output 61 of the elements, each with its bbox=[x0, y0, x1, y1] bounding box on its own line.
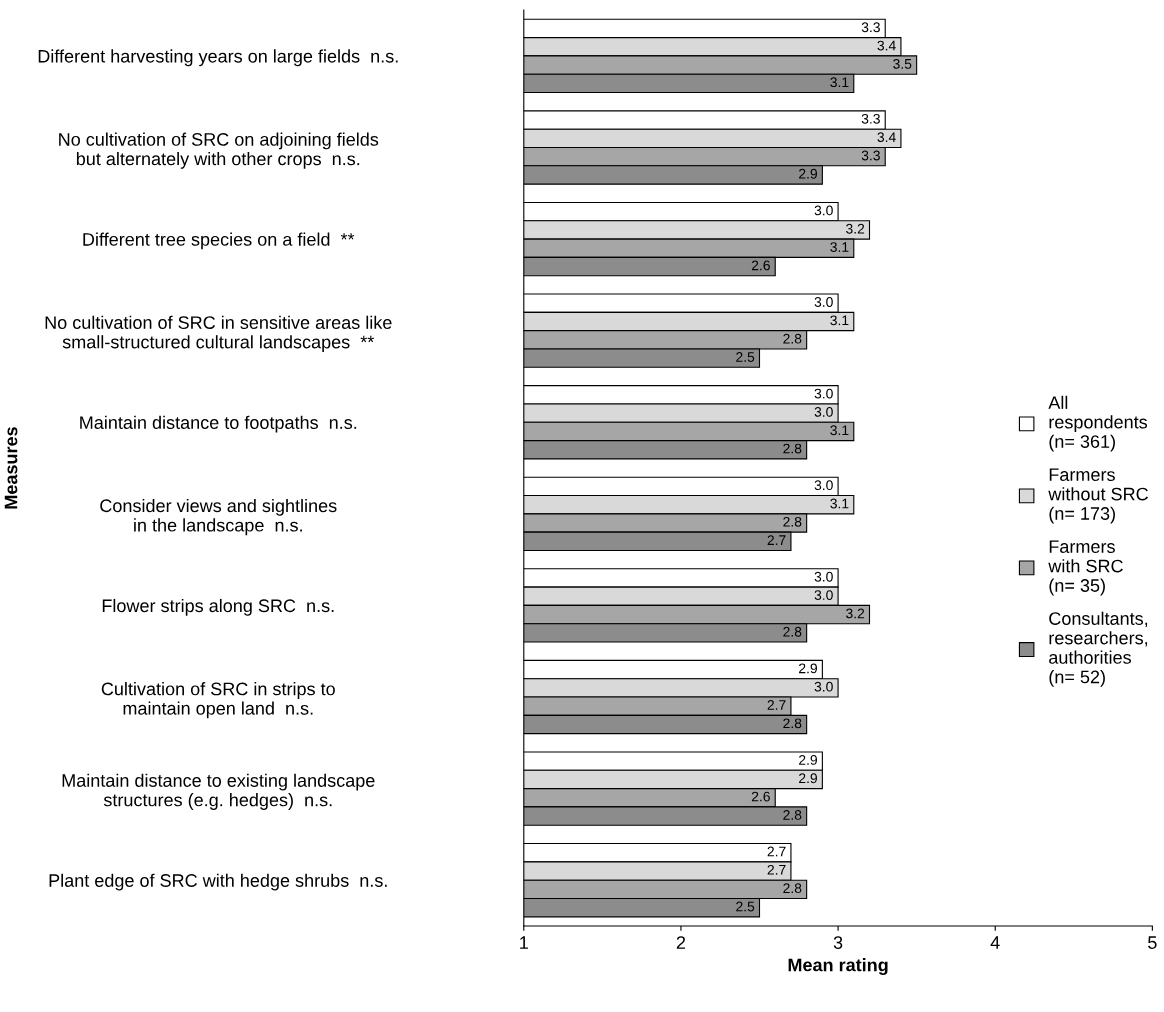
data-label: 3.5 bbox=[893, 58, 912, 69]
data-label: 2.6 bbox=[751, 791, 770, 802]
data-label: 2.6 bbox=[751, 260, 770, 271]
data-label: 3.2 bbox=[846, 608, 865, 619]
data-label: 3.3 bbox=[861, 150, 880, 161]
data-label: 2.9 bbox=[799, 773, 817, 784]
legend-label: Consultants, researchers, authorities (n= 52) bbox=[1049, 611, 1148, 687]
data-label: 3.1 bbox=[830, 242, 849, 252]
y-tick-label: Flower strips along SRC n.s. bbox=[102, 598, 334, 616]
x-tick-label: 2 bbox=[676, 936, 686, 949]
data-label: 2.9 bbox=[799, 663, 817, 674]
data-label: 3.2 bbox=[846, 223, 865, 234]
data-label: 2.8 bbox=[783, 809, 802, 820]
data-label: 3.4 bbox=[877, 40, 896, 51]
y-tick-label: Cultivation of SRC in strips to maintain open land n.s. bbox=[101, 682, 335, 719]
data-label: 2.8 bbox=[783, 516, 802, 527]
data-label: 3.0 bbox=[814, 205, 833, 216]
data-label: 2.8 bbox=[783, 626, 802, 637]
data-label: 2.8 bbox=[783, 443, 802, 454]
y-axis-title: Measures bbox=[4, 427, 18, 509]
x-tick-label: 4 bbox=[990, 936, 1000, 949]
data-label: 3.3 bbox=[861, 113, 880, 124]
data-label: 3.0 bbox=[814, 571, 833, 582]
legend-label: All respondents (n= 361) bbox=[1048, 395, 1148, 452]
legend-label: Farmers with SRC (n= 35) bbox=[1048, 540, 1123, 596]
data-label: 2.8 bbox=[783, 718, 802, 729]
y-tick-label: Consider views and sightlines in the landscape n.s. bbox=[100, 498, 337, 536]
data-label: 3.0 bbox=[814, 480, 833, 491]
data-label: 2.7 bbox=[767, 700, 786, 710]
data-label: 2.5 bbox=[736, 901, 755, 912]
data-label: 3.0 bbox=[814, 681, 833, 692]
legend-label: Farmers without SRC (n= 173) bbox=[1048, 468, 1148, 524]
x-axis-title: Mean rating bbox=[788, 958, 888, 975]
data-label: 3.1 bbox=[830, 315, 849, 326]
data-label: 3.1 bbox=[830, 498, 849, 509]
y-tick-label: No cultivation of SRC on adjoining fields but alternately with other crops n.s. bbox=[59, 132, 379, 169]
data-label: 3.0 bbox=[814, 406, 833, 417]
data-label: 2.8 bbox=[783, 333, 802, 344]
data-label: 2.7 bbox=[767, 846, 786, 857]
y-tick-label: Different tree species on a field ** bbox=[83, 232, 355, 250]
y-tick-label: Maintain distance to existing landscape structures (e.g. hedges) n.s. bbox=[62, 773, 375, 810]
data-label: 3.0 bbox=[814, 388, 833, 399]
x-tick-label: 1 bbox=[520, 936, 528, 949]
data-label: 3.0 bbox=[814, 297, 833, 307]
data-label: 3.1 bbox=[830, 425, 849, 436]
y-tick-label: Different harvesting years on large fields n.s. bbox=[38, 49, 398, 67]
x-tick-label: 3 bbox=[833, 936, 843, 949]
y-tick-label: Plant edge of SRC with hedge shrubs n.s. bbox=[49, 873, 387, 891]
data-label: 2.9 bbox=[799, 168, 817, 179]
data-label: 2.9 bbox=[799, 755, 817, 765]
data-label: 2.8 bbox=[783, 883, 802, 894]
y-tick-label: Maintain distance to footpaths n.s. bbox=[80, 415, 357, 433]
x-tick-label: 5 bbox=[1148, 936, 1157, 949]
data-label: 3.4 bbox=[877, 132, 896, 143]
data-label: 2.5 bbox=[736, 352, 755, 362]
data-label: 3.0 bbox=[814, 590, 833, 600]
data-label: 2.7 bbox=[767, 864, 786, 875]
data-label: 2.7 bbox=[767, 535, 786, 545]
y-tick-label: No cultivation of SRC in sensitive areas like small-structured cultural landscapes ** bbox=[45, 315, 392, 352]
data-label: 3.1 bbox=[830, 77, 849, 88]
data-label: 3.3 bbox=[861, 22, 880, 33]
